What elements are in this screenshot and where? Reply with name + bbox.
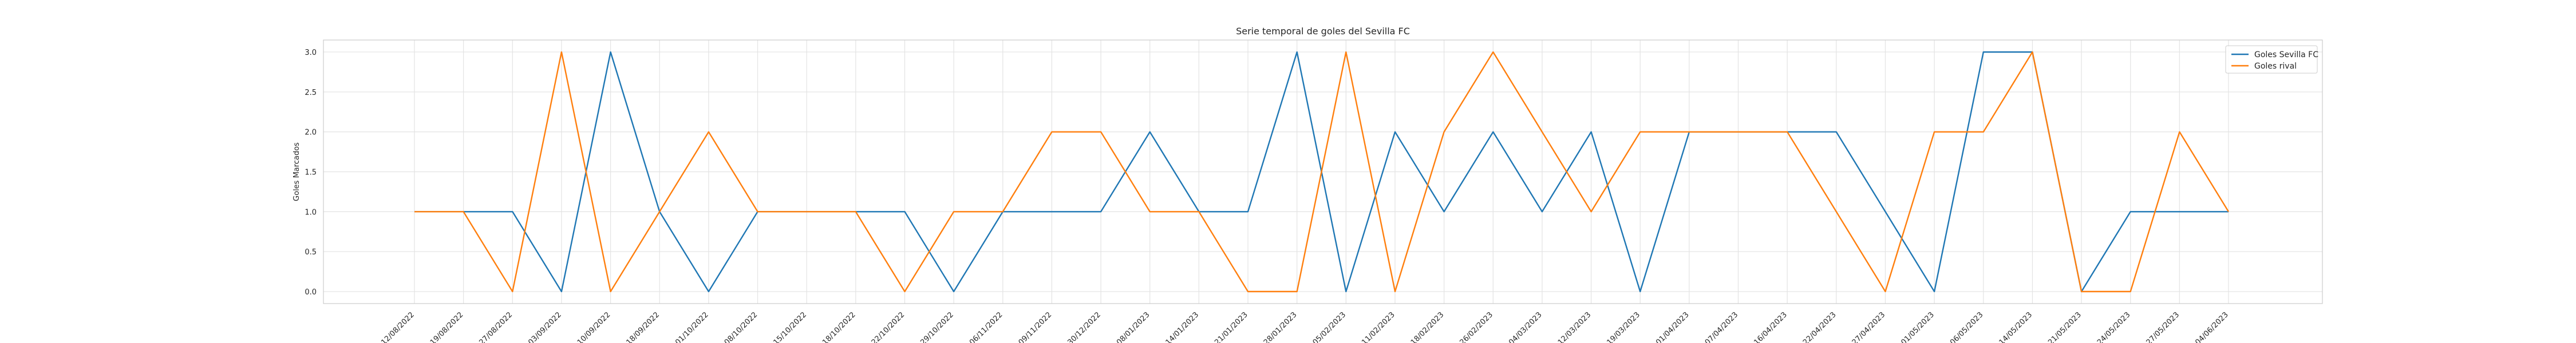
y-tick-label: 3.0 [305,49,317,57]
y-tick-label: 0.5 [305,248,317,257]
legend-label-rival: Goles rival [2254,62,2297,71]
y-tick-label: 1.0 [305,208,317,217]
chart-title: Serie temporal de goles del Sevilla FC [1236,26,1410,37]
y-tick-label: 1.5 [305,169,317,177]
y-axis-label: Goles Marcados [293,142,301,201]
series-line-rival [414,51,2230,293]
legend-label-sevilla: Goles Sevilla FC [2254,50,2318,59]
y-tick-label: 0.0 [305,288,317,297]
y-tick-label: 2.0 [305,129,317,137]
y-tick-label: 2.5 [305,89,317,97]
plot-frame [323,39,2323,304]
legend: Goles Sevilla FC Goles rival [2225,45,2318,74]
grid-lines [323,40,2322,304]
series-lines [414,51,2230,293]
y-axis-ticks: 0.0 0.5 1.0 1.5 2.0 2.5 3.0 [305,49,317,297]
